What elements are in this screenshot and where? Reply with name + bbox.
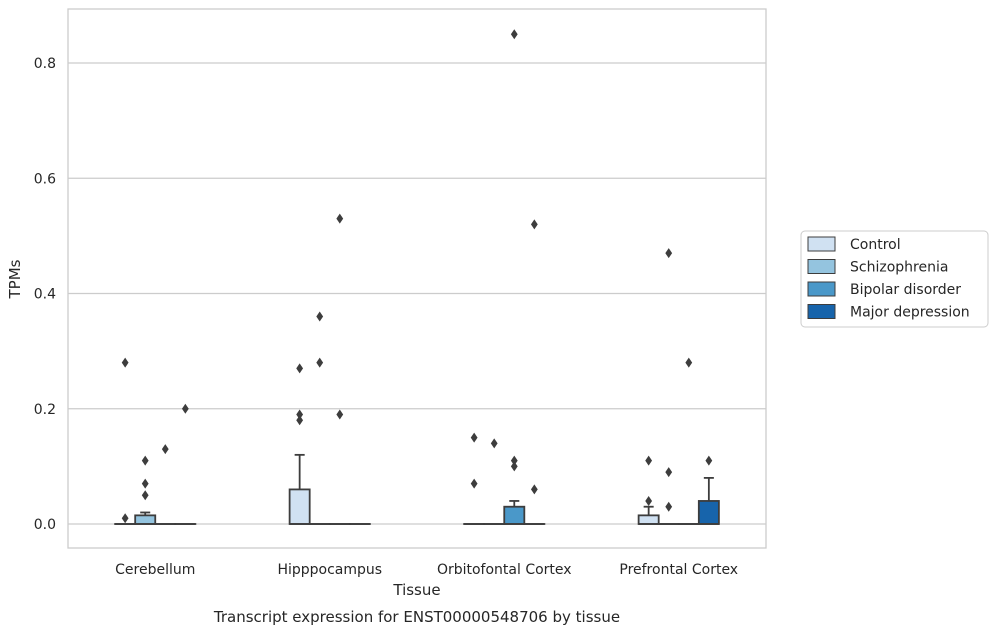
box-major-depression xyxy=(174,403,197,525)
box-schizophrenia xyxy=(134,455,157,525)
outlier-point xyxy=(316,357,324,368)
outlier-point xyxy=(490,438,498,449)
box-bipolar-disorder xyxy=(154,444,177,525)
x-tick-label: Cerebellum xyxy=(115,562,195,578)
legend-label: Major depression xyxy=(850,305,970,321)
y-tick-label: 0.2 xyxy=(34,402,56,418)
plot-area-frame xyxy=(67,8,767,549)
outlier-point xyxy=(645,495,653,506)
outlier-point xyxy=(121,357,129,368)
outlier-point xyxy=(296,415,304,426)
box-bipolar-disorder xyxy=(503,29,526,525)
legend-swatch xyxy=(807,259,836,274)
outlier-point xyxy=(685,357,693,368)
box-control xyxy=(114,357,137,525)
box-body xyxy=(503,505,526,525)
box-schizophrenia xyxy=(308,311,331,525)
legend-label: Bipolar disorder xyxy=(850,282,961,298)
outlier-point xyxy=(336,409,344,420)
legend-swatch xyxy=(807,304,836,319)
outlier-point xyxy=(161,444,169,455)
legend-item: Major depression xyxy=(807,304,970,321)
box-bipolar-disorder xyxy=(328,213,351,525)
outlier-point xyxy=(665,248,673,259)
outlier-point xyxy=(181,403,189,414)
legend-item: Schizophrenia xyxy=(807,259,948,276)
legend-item: Control xyxy=(807,236,901,253)
outlier-point xyxy=(665,501,673,512)
y-axis-ticks: 0.0 0.2 0.4 0.6 0.8 xyxy=(34,56,56,533)
box-bipolar-disorder xyxy=(677,357,700,525)
y-axis-label: TPMs xyxy=(6,259,24,299)
outlier-point xyxy=(470,432,478,443)
legend-label: Control xyxy=(850,237,901,253)
outlier-point xyxy=(510,461,518,472)
box-body xyxy=(637,514,660,525)
outlier-point xyxy=(336,213,344,224)
legend-frame xyxy=(800,230,989,328)
outlier-point xyxy=(530,484,538,495)
chart-caption: Transcript expression for ENST0000054870… xyxy=(213,608,620,626)
x-axis-label: Tissue xyxy=(392,581,440,599)
y-tick-label: 0.0 xyxy=(34,517,56,533)
outlier-point xyxy=(665,467,673,478)
legend: Control Schizophrenia Bipolar disorder Majo… xyxy=(800,230,989,328)
grid-lines xyxy=(68,62,766,525)
y-tick-label: 0.8 xyxy=(34,56,56,72)
box-body xyxy=(134,514,157,525)
x-axis-ticks: Cerebellum Hipppocampus Orbitofontal Corte… xyxy=(115,562,738,578)
x-tick-label: Orbitofontal Cortex xyxy=(437,562,572,578)
box-body xyxy=(288,488,311,525)
outlier-point xyxy=(316,311,324,322)
box-control xyxy=(288,363,311,525)
box-control xyxy=(463,432,486,525)
outlier-point xyxy=(645,455,653,466)
box-schizophrenia xyxy=(483,438,506,525)
outlier-point xyxy=(141,478,149,489)
x-tick-label: Hipppocampus xyxy=(277,562,382,578)
box-control xyxy=(637,455,660,525)
outlier-point xyxy=(296,409,304,420)
outlier-point xyxy=(510,455,518,466)
outlier-point xyxy=(141,490,149,501)
legend-label: Schizophrenia xyxy=(850,260,948,276)
outlier-point xyxy=(470,478,478,489)
outlier-point xyxy=(121,513,129,524)
legend-swatch xyxy=(807,281,836,297)
legend-item: Bipolar disorder xyxy=(807,281,961,298)
y-tick-label: 0.6 xyxy=(34,171,56,187)
outlier-point xyxy=(141,455,149,466)
box-marks xyxy=(114,29,720,525)
outlier-point xyxy=(530,219,538,230)
legend-swatch xyxy=(807,236,836,252)
box-major-depression xyxy=(523,219,546,525)
outlier-point xyxy=(510,29,518,40)
box-major-depression xyxy=(697,455,720,525)
box-body xyxy=(697,500,720,525)
box-schizophrenia xyxy=(657,248,680,525)
outlier-point xyxy=(705,455,713,466)
x-tick-label: Prefrontal Cortex xyxy=(619,562,738,578)
y-tick-label: 0.4 xyxy=(34,287,56,303)
outlier-point xyxy=(296,363,304,374)
